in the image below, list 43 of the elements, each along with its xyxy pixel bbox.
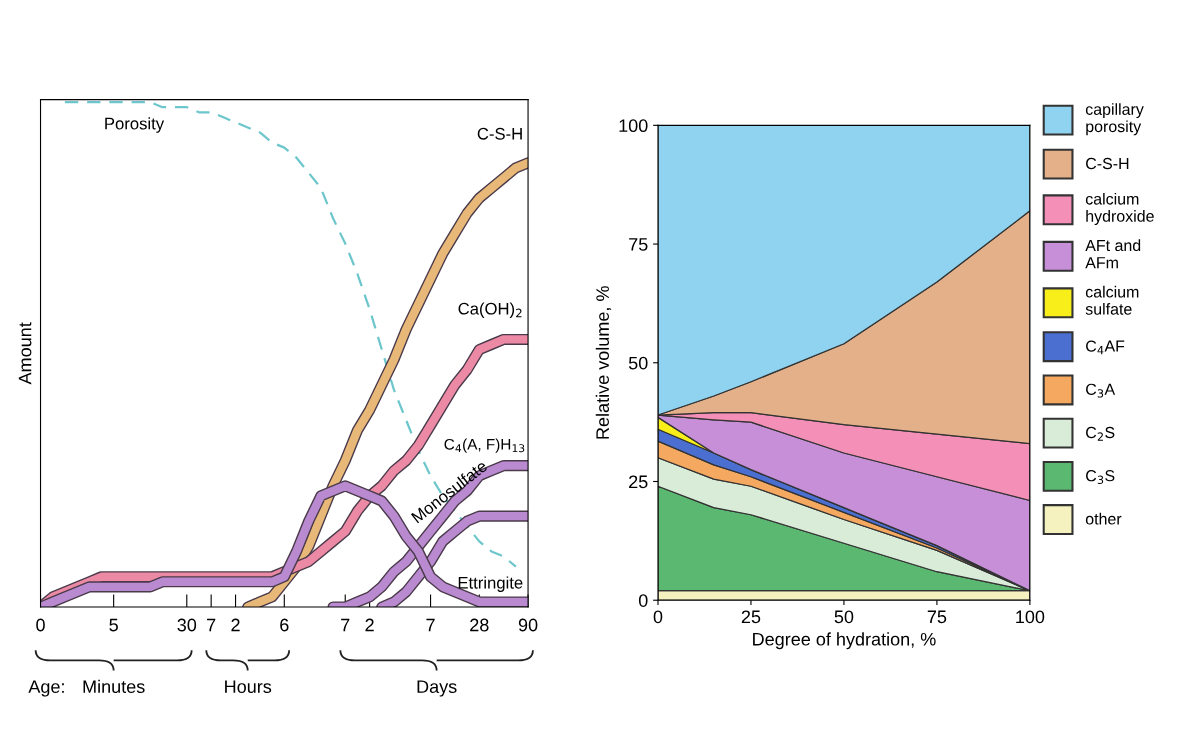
x-tick-label: 2 — [231, 618, 240, 632]
y-tick-label: 0 — [638, 594, 648, 607]
legend-label: C$_{3}$S — [1086, 470, 1115, 484]
legend-label: C-S-H — [1086, 157, 1129, 170]
text: Hours — [225, 680, 272, 694]
series-label: Ettringite — [458, 576, 523, 592]
series-label: Porosity — [105, 117, 165, 133]
x-tick-label: 7 — [207, 618, 216, 632]
x-tick-label: 28 — [470, 618, 489, 632]
legend-label: C$_{2}$S — [1086, 426, 1115, 441]
legend-label: other — [1085, 512, 1122, 525]
x-tick-label: 50 — [834, 610, 854, 624]
x-tick-label: 90 — [518, 618, 538, 632]
x-tick-label: 75 — [927, 610, 947, 624]
text: Minutes — [83, 679, 145, 694]
y-tick-label: 100 — [619, 119, 648, 133]
y-axis-title: Relative volume, % — [595, 286, 612, 439]
x-tick-label: 7 — [426, 618, 435, 632]
legend-label: calcium hydroxide — [1085, 192, 1154, 225]
x-tick-label: 25 — [741, 610, 761, 624]
series-label: Ca(OH)$_{2}$ — [458, 302, 522, 318]
series-label: C$_{4}$(A, F)H$_{13}$ — [444, 438, 525, 453]
legend-label: capillary porosity — [1085, 103, 1144, 136]
x-axis-title: Degree of hydration, % — [753, 632, 936, 650]
x-tick-label: 0 — [36, 618, 45, 632]
text: Age: — [28, 680, 64, 697]
y-tick-label: 25 — [629, 475, 648, 489]
x-tick-label: 30 — [177, 618, 197, 632]
x-tick-label: 7 — [341, 618, 350, 632]
text: Days — [417, 680, 457, 697]
legend-label: calcium sulfate — [1085, 285, 1139, 315]
x-tick-label: 5 — [109, 618, 118, 632]
legend-label: C$_{4}$AF — [1086, 340, 1125, 355]
y-axis-title: Amount — [18, 322, 32, 385]
x-tick-label: 100 — [1016, 610, 1045, 624]
x-tick-label: 6 — [280, 618, 289, 632]
series-label: C-S-H — [477, 127, 522, 140]
x-tick-label: 0 — [653, 610, 663, 624]
y-tick-label: 50 — [628, 356, 648, 370]
legend-label: AFt and AFm — [1085, 239, 1141, 269]
y-tick-label: 75 — [629, 238, 648, 251]
x-tick-label: 2 — [365, 618, 374, 632]
legend-label: C$_{3}$A — [1086, 383, 1116, 398]
